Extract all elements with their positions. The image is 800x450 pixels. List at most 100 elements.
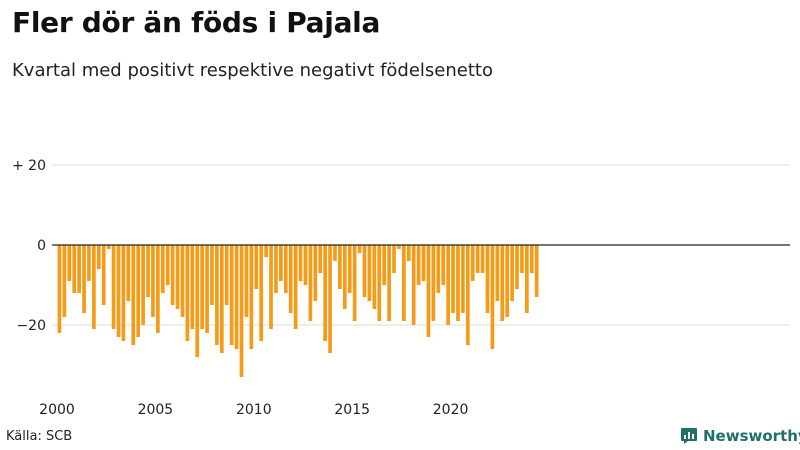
bar[interactable]: [156, 245, 160, 333]
bar[interactable]: [520, 245, 524, 273]
bar[interactable]: [279, 245, 283, 281]
bar[interactable]: [126, 245, 131, 301]
bar[interactable]: [485, 245, 490, 313]
bar[interactable]: [446, 245, 450, 325]
bar[interactable]: [67, 245, 72, 281]
bar[interactable]: [165, 245, 170, 285]
bar[interactable]: [436, 245, 441, 293]
bar[interactable]: [475, 245, 480, 273]
bar[interactable]: [529, 245, 534, 273]
bar[interactable]: [269, 245, 273, 329]
bar[interactable]: [121, 245, 126, 341]
bar[interactable]: [146, 245, 150, 297]
x-tick-label: 2015: [334, 402, 370, 418]
bar[interactable]: [195, 245, 200, 357]
bar[interactable]: [318, 245, 323, 273]
bar[interactable]: [406, 245, 411, 261]
bar[interactable]: [426, 245, 431, 337]
bar[interactable]: [495, 245, 500, 301]
bar[interactable]: [274, 245, 278, 293]
bar[interactable]: [505, 245, 510, 317]
bar[interactable]: [421, 245, 426, 281]
bar[interactable]: [111, 245, 116, 329]
bar[interactable]: [357, 245, 362, 253]
bar[interactable]: [510, 245, 514, 301]
bar[interactable]: [402, 245, 406, 321]
bar[interactable]: [259, 245, 264, 341]
bar[interactable]: [288, 245, 293, 313]
bar[interactable]: [264, 245, 268, 257]
bar[interactable]: [392, 245, 396, 273]
bar[interactable]: [224, 245, 229, 305]
bar[interactable]: [352, 245, 357, 321]
bar[interactable]: [382, 245, 387, 285]
bar[interactable]: [229, 245, 234, 345]
bar[interactable]: [185, 245, 190, 341]
bar[interactable]: [303, 245, 308, 285]
bar[interactable]: [333, 245, 337, 261]
bar[interactable]: [456, 245, 460, 321]
bar[interactable]: [431, 245, 436, 321]
bar[interactable]: [96, 245, 101, 269]
bar[interactable]: [151, 245, 155, 317]
bar[interactable]: [244, 245, 249, 317]
bar[interactable]: [347, 245, 352, 293]
bar[interactable]: [362, 245, 367, 297]
bar[interactable]: [116, 245, 121, 337]
bar[interactable]: [308, 245, 313, 321]
bar[interactable]: [515, 245, 519, 289]
bar[interactable]: [283, 245, 288, 293]
bar[interactable]: [234, 245, 239, 349]
bar[interactable]: [215, 245, 219, 345]
bar[interactable]: [72, 245, 77, 293]
bar[interactable]: [470, 245, 475, 281]
bar[interactable]: [210, 245, 214, 305]
bar[interactable]: [293, 245, 298, 329]
bar[interactable]: [254, 245, 259, 289]
bar[interactable]: [200, 245, 204, 329]
bar[interactable]: [342, 245, 347, 309]
bar[interactable]: [490, 245, 495, 349]
bar[interactable]: [101, 245, 106, 305]
bar[interactable]: [170, 245, 175, 305]
bar[interactable]: [323, 245, 327, 341]
bar[interactable]: [190, 245, 195, 329]
bar[interactable]: [461, 245, 465, 313]
bar[interactable]: [131, 245, 136, 345]
bar[interactable]: [205, 245, 209, 333]
bar[interactable]: [480, 245, 485, 273]
newsworthy-logo[interactable]: Newsworthy: [680, 427, 800, 445]
bar[interactable]: [525, 245, 529, 313]
bar[interactable]: [465, 245, 470, 345]
bar[interactable]: [338, 245, 342, 289]
bar[interactable]: [328, 245, 332, 353]
bar[interactable]: [62, 245, 67, 317]
bar[interactable]: [92, 245, 96, 329]
bar[interactable]: [500, 245, 505, 321]
bar[interactable]: [416, 245, 421, 285]
bar[interactable]: [106, 245, 111, 249]
bar[interactable]: [77, 245, 81, 293]
bar[interactable]: [141, 245, 145, 325]
bar[interactable]: [239, 245, 244, 377]
bar[interactable]: [367, 245, 372, 301]
bar[interactable]: [411, 245, 416, 325]
bar[interactable]: [313, 245, 318, 301]
bar[interactable]: [451, 245, 455, 313]
bar[interactable]: [372, 245, 377, 309]
bar[interactable]: [298, 245, 303, 281]
bar[interactable]: [82, 245, 86, 313]
bar[interactable]: [57, 245, 62, 333]
bar[interactable]: [87, 245, 91, 281]
bar[interactable]: [180, 245, 185, 317]
bar[interactable]: [387, 245, 391, 321]
bar[interactable]: [397, 245, 401, 249]
bar[interactable]: [136, 245, 141, 337]
bar[interactable]: [534, 245, 539, 297]
bar[interactable]: [377, 245, 382, 321]
bar[interactable]: [441, 245, 446, 285]
bar[interactable]: [160, 245, 165, 293]
bar[interactable]: [175, 245, 180, 309]
bar[interactable]: [219, 245, 224, 353]
bar[interactable]: [249, 245, 254, 349]
